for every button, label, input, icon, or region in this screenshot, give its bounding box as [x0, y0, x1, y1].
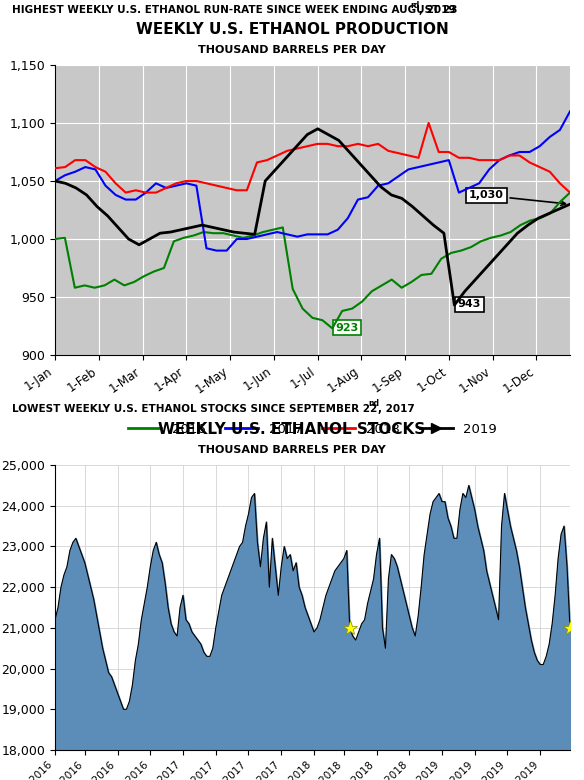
Text: 923: 923	[335, 323, 359, 332]
Text: THOUSAND BARRELS PER DAY: THOUSAND BARRELS PER DAY	[198, 45, 386, 55]
Text: WEEKLY U.S. ETHANOL STOCKS: WEEKLY U.S. ETHANOL STOCKS	[158, 423, 426, 438]
Text: LOWEST WEEKLY U.S. ETHANOL STOCKS SINCE SEPTEMBER 22: LOWEST WEEKLY U.S. ETHANOL STOCKS SINCE …	[12, 404, 377, 414]
Text: WEEKLY U.S. ETHANOL PRODUCTION: WEEKLY U.S. ETHANOL PRODUCTION	[135, 23, 449, 37]
Text: , 2019: , 2019	[419, 5, 456, 15]
Legend: 2016, 2017, 2018, 2019: 2016, 2017, 2018, 2019	[123, 417, 502, 441]
Text: nd: nd	[369, 399, 380, 408]
Text: 943: 943	[457, 300, 481, 310]
Text: HIGHEST WEEKLY U.S. ETHANOL RUN-RATE SINCE WEEK ENDING AUGUST 23: HIGHEST WEEKLY U.S. ETHANOL RUN-RATE SIN…	[12, 5, 457, 15]
Text: THOUSAND BARRELS PER DAY: THOUSAND BARRELS PER DAY	[198, 445, 386, 455]
Text: rd: rd	[411, 1, 420, 9]
Text: , 2017: , 2017	[378, 404, 415, 414]
Text: 1,030: 1,030	[469, 190, 565, 205]
